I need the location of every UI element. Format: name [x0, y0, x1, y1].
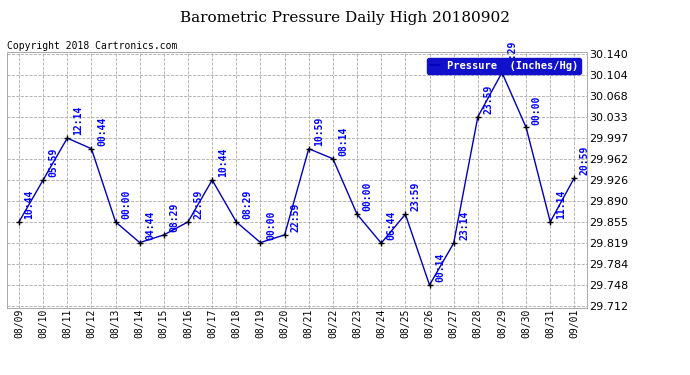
Text: 00:00: 00:00: [121, 190, 131, 219]
Text: 08:29: 08:29: [508, 40, 518, 70]
Text: 08:29: 08:29: [242, 190, 252, 219]
Text: 23:59: 23:59: [411, 182, 421, 212]
Text: 23:59: 23:59: [484, 85, 493, 114]
Text: 00:00: 00:00: [532, 95, 542, 124]
Text: 00:00: 00:00: [363, 182, 373, 212]
Text: 00:44: 00:44: [97, 117, 107, 146]
Text: 20:59: 20:59: [580, 146, 590, 175]
Text: 12:14: 12:14: [73, 106, 83, 135]
Text: 06:44: 06:44: [387, 211, 397, 240]
Text: 04:44: 04:44: [146, 210, 155, 240]
Text: 10:44: 10:44: [218, 148, 228, 177]
Text: 22:59: 22:59: [290, 203, 300, 232]
Text: 00:00: 00:00: [266, 210, 276, 240]
Legend: Pressure  (Inches/Hg): Pressure (Inches/Hg): [427, 58, 581, 74]
Text: 08:29: 08:29: [170, 203, 179, 232]
Text: 08:14: 08:14: [339, 127, 348, 156]
Text: Barometric Pressure Daily High 20180902: Barometric Pressure Daily High 20180902: [180, 11, 510, 25]
Text: 05:59: 05:59: [49, 148, 59, 177]
Text: 11:14: 11:14: [556, 190, 566, 219]
Text: 23:14: 23:14: [460, 211, 469, 240]
Text: Copyright 2018 Cartronics.com: Copyright 2018 Cartronics.com: [7, 41, 177, 51]
Text: 22:59: 22:59: [194, 190, 204, 219]
Text: 10:44: 10:44: [25, 190, 34, 219]
Text: 00:14: 00:14: [435, 253, 445, 282]
Text: 10:59: 10:59: [315, 117, 324, 146]
